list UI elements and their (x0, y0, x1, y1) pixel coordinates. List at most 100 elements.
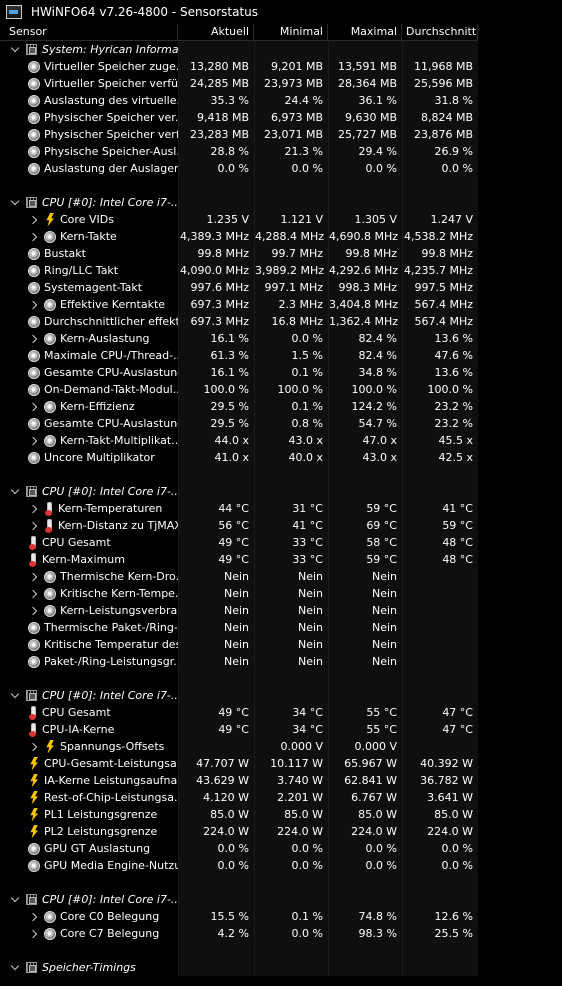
sensor-row[interactable]: Kern-Effizienz 29.5 % 0.1 % 124.2 % 23.2 % (0, 398, 478, 415)
sensor-row[interactable]: Kritische Kern-Tempe... Nein Nein Nein (0, 585, 478, 602)
sensor-row[interactable]: Maximale CPU-/Thread-... 61.3 % 1.5 % 82.4 … (0, 347, 478, 364)
value-avg: 11,968 MB (402, 58, 478, 75)
chevron-down-icon[interactable] (10, 198, 20, 208)
chevron-right-icon[interactable] (30, 504, 40, 514)
sensor-row[interactable]: Physische Speicher-Ausl... 28.8 % 21.3 % 29… (0, 143, 478, 160)
chevron-right-icon[interactable] (30, 215, 40, 225)
value-current: 85.0 W (178, 806, 254, 823)
sensor-row[interactable]: On-Demand-Takt-Modul... 100.0 % 100.0 % 100… (0, 381, 478, 398)
sensor-row[interactable]: CPU-IA-Kerne 49 °C 34 °C 55 °C 47 °C (0, 721, 478, 738)
chevron-right-icon[interactable] (30, 606, 40, 616)
sensor-row[interactable]: Virtueller Speicher verfü... 24,285 MB 23,… (0, 75, 478, 92)
sensor-row[interactable]: Physischer Speicher verf... 23,283 MB 23,0… (0, 126, 478, 143)
chevron-right-icon[interactable] (30, 912, 40, 922)
sensor-group-row[interactable]: CPU [#0]: Intel Core i7-... (0, 194, 478, 211)
sensor-label: Physischer Speicher ver... (44, 111, 178, 124)
chevron-right-icon[interactable] (30, 402, 40, 412)
sensor-row[interactable]: Effektive Kerntakte 697.3 MHz 2.3 MHz 3,404… (0, 296, 478, 313)
sensor-row[interactable]: GPU Media Engine-Nutzung0.0 %0.0 %0.0 %0… (0, 857, 478, 874)
column-header-sensor[interactable]: Sensor (0, 24, 178, 40)
sensor-name-cell: CPU Gesamt (0, 534, 178, 551)
sensor-name-cell: GPU Media Engine-Nutzung (0, 857, 178, 874)
value-max: 29.4 % (328, 143, 402, 160)
sensor-row[interactable]: Kern-Maximum 49 °C 33 °C 59 °C 48 °C (0, 551, 478, 568)
sensor-group-row[interactable]: CPU [#0]: Intel Core i7-... (0, 891, 478, 908)
value-max (328, 41, 402, 58)
sensor-row[interactable]: Kern-Auslastung 16.1 % 0.0 % 82.4 % 13.6 % (0, 330, 478, 347)
sensor-name-cell: Auslastung der Auslager... (0, 160, 178, 177)
sensor-row[interactable]: Kern-Distanz zu TjMAX 56 °C 41 °C 69 °C 59 °… (0, 517, 478, 534)
value-current (178, 959, 254, 976)
sensor-name-cell: Ring/LLC Takt (0, 262, 178, 279)
sensor-group-row[interactable]: Speicher-Timings (0, 959, 478, 976)
value-avg: 36.782 W (402, 772, 478, 789)
chevron-down-icon[interactable] (10, 45, 20, 55)
sensor-row[interactable]: CPU Gesamt 49 °C 33 °C 58 °C 48 °C (0, 534, 478, 551)
sensor-row[interactable]: Gesamte CPU-Auslastung 29.5 % 0.8 % 54.7 % 2… (0, 415, 478, 432)
thermometer-icon (28, 722, 38, 737)
sensor-row[interactable]: PL1 Leistungsgrenze 85.0 W 85.0 W 85.0 W 85.… (0, 806, 478, 823)
chevron-right-icon[interactable] (30, 436, 40, 446)
sensor-row[interactable]: Kern-Leistungsverbra... Nein Nein Nein (0, 602, 478, 619)
sensor-row[interactable]: Thermische Paket-/Ring-... Nein Nein Nein (0, 619, 478, 636)
value-current: 41.0 x (178, 449, 254, 466)
sensor-row[interactable]: Core C7 Belegung 4.2 % 0.0 % 98.3 % 25.5 % (0, 925, 478, 942)
sensor-row[interactable]: Core VIDs 1.235 V 1.121 V 1.305 V 1.247 V (0, 211, 478, 228)
column-header-max[interactable]: Maximal (328, 24, 402, 40)
sensor-group-row[interactable]: System: Hyrican Informa... (0, 41, 478, 58)
sensor-row[interactable]: Durchschnittlicher effekti...697.3 MHz16… (0, 313, 478, 330)
chevron-right-icon[interactable] (30, 572, 40, 582)
column-header-min[interactable]: Minimal (254, 24, 328, 40)
value-max: Nein (328, 619, 402, 636)
lightning-icon (28, 825, 40, 839)
sensor-row[interactable]: Gesamte CPU-Auslastung 16.1 % 0.1 % 34.8 % 1… (0, 364, 478, 381)
chevron-down-icon[interactable] (10, 963, 20, 973)
sensor-name-cell: Virtueller Speicher verfü... (0, 75, 178, 92)
chevron-right-icon[interactable] (30, 742, 40, 752)
chevron-down-icon[interactable] (10, 895, 20, 905)
sensor-label: Physische Speicher-Ausl... (44, 145, 178, 158)
sensor-table: System: Hyrican Informa... Virtueller Spe… (0, 41, 478, 976)
spacer-row (0, 177, 478, 194)
value-avg: 0.0 % (402, 160, 478, 177)
chevron-right-icon[interactable] (30, 929, 40, 939)
value-avg: 100.0 % (402, 381, 478, 398)
sensor-row[interactable]: Thermische Kern-Dro... Nein Nein Nein (0, 568, 478, 585)
sensor-row[interactable]: Paket-/Ring-Leistungsgr... Nein Nein Nein (0, 653, 478, 670)
sensor-row[interactable]: GPU GT Auslastung 0.0 % 0.0 % 0.0 % 0.0 % (0, 840, 478, 857)
sensor-row[interactable]: Bustakt 99.8 MHz 99.7 MHz 99.8 MHz 99.8 MHz (0, 245, 478, 262)
sensor-row[interactable]: PL2 Leistungsgrenze 224.0 W 224.0 W 224.0 W… (0, 823, 478, 840)
sensor-row[interactable]: Virtueller Speicher zuge... 13,280 MB 9,20… (0, 58, 478, 75)
sensor-row[interactable]: Auslastung des virtuelle... 35.3 % 24.4 % 3… (0, 92, 478, 109)
sensor-row[interactable]: Uncore Multiplikator 41.0 x 40.0 x 43.0 x 42… (0, 449, 478, 466)
sensor-group-row[interactable]: CPU [#0]: Intel Core i7-... (0, 687, 478, 704)
sensor-row[interactable]: IA-Kerne Leistungsaufna... 43.629 W 3.740 … (0, 772, 478, 789)
sensor-row[interactable]: Physischer Speicher ver... 9,418 MB 6,973 … (0, 109, 478, 126)
sensor-row[interactable]: CPU Gesamt 49 °C 34 °C 55 °C 47 °C (0, 704, 478, 721)
sensor-row[interactable]: Systemagent-Takt 997.6 MHz 997.1 MHz 998.3 … (0, 279, 478, 296)
chevron-right-icon[interactable] (30, 300, 40, 310)
chevron-right-icon[interactable] (30, 334, 40, 344)
sensor-row[interactable]: Kern-Temperaturen 44 °C 31 °C 59 °C 41 °C (0, 500, 478, 517)
sensor-name-cell: CPU [#0]: Intel Core i7-... (0, 483, 178, 500)
sensor-row[interactable]: Spannungs-Offsets 0.000 V 0.000 V (0, 738, 478, 755)
sensor-group-row[interactable]: CPU [#0]: Intel Core i7-... (0, 483, 478, 500)
sensor-row[interactable]: Auslastung der Auslager... 0.0 % 0.0 % 0.0 … (0, 160, 478, 177)
chevron-right-icon[interactable] (30, 589, 40, 599)
chevron-down-icon[interactable] (10, 487, 20, 497)
sensor-row[interactable]: Kern-Takt-Multiplikat... 44.0 x 43.0 x 47.0… (0, 432, 478, 449)
sensor-row[interactable]: Ring/LLC Takt 4,090.0 MHz 3,989.2 MHz 4,292… (0, 262, 478, 279)
sensor-row[interactable]: Rest-of-Chip-Leistungsa... 4.120 W 2.201 W… (0, 789, 478, 806)
column-header-avg[interactable]: Durchschnitt (402, 24, 478, 40)
value-current (178, 738, 254, 755)
sensor-row[interactable]: Kritische Temperatur des... Nein Nein Nein (0, 636, 478, 653)
sensor-row[interactable]: Core C0 Belegung 15.5 % 0.1 % 74.8 % 12.6 % (0, 908, 478, 925)
chevron-right-icon[interactable] (30, 521, 40, 531)
value-current: 224.0 W (178, 823, 254, 840)
value-avg (402, 942, 478, 959)
sensor-row[interactable]: Kern-Takte 4,389.3 MHz 4,288.4 MHz 4,690.8 … (0, 228, 478, 245)
sensor-row[interactable]: CPU-Gesamt-Leistungsa... 47.707 W 10.117 W… (0, 755, 478, 772)
chevron-right-icon[interactable] (30, 232, 40, 242)
column-header-current[interactable]: Aktuell (178, 24, 254, 40)
chevron-down-icon[interactable] (10, 691, 20, 701)
